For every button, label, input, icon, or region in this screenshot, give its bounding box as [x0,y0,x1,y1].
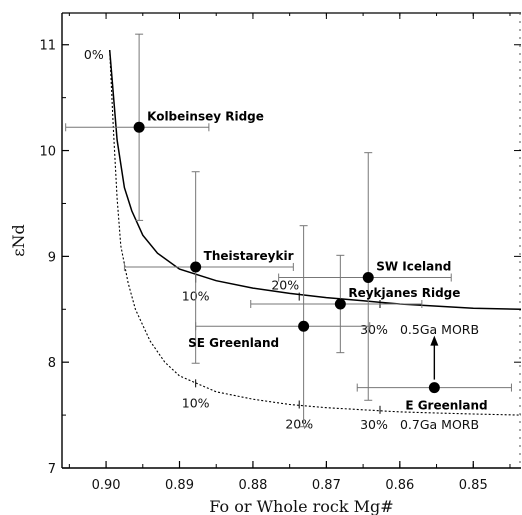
percent-label: 20% [285,417,313,432]
point-label: Reykjanes Ridge [348,286,460,300]
curve-0-5ga [108,49,522,311]
curve-name-label: 0.5Ga MORB [400,322,479,337]
point-label: Kolbeinsey Ridge [147,109,264,123]
annotations: Kolbeinsey Ridge Theistareykir SW Iceland R… [147,109,488,412]
x-tick-label: 0.86 [385,478,414,493]
percent-label: 0% [84,47,104,62]
data-point [298,320,310,332]
data-point [428,382,440,394]
y-tick-label: 11 [39,39,56,54]
curve-0-7ga [109,49,522,416]
y-axis-title: εNd [9,224,28,257]
point-label: SE Greenland [188,336,279,350]
x-tick-label: 0.85 [459,478,488,493]
axes: 0.90 0.89 0.88 0.87 0.86 0.85 7 8 9 10 11 [39,12,521,493]
y-tick-label: 10 [39,145,56,160]
y-tick-label: 7 [48,462,56,477]
curve-name-label: 0.7Ga MORB [400,417,479,432]
x-axis-title: Fo or Whole rock Mg# [209,497,393,515]
data-point [362,272,374,284]
data-point [190,261,202,273]
data-points [65,33,512,428]
data-point [334,298,346,310]
data-point [133,121,145,133]
x-tick-label: 0.88 [238,478,267,493]
percent-label: 20% [271,278,299,293]
percent-label: 30% [360,322,388,337]
y-tick-label: 9 [48,250,56,265]
arrow-head-icon [430,335,439,346]
percent-label: 10% [182,395,210,410]
x-tick-label: 0.90 [92,478,121,493]
percent-label: 30% [360,417,388,432]
y-tick-label: 8 [48,356,56,371]
point-label: Theistareykir [204,249,294,263]
x-tick-label: 0.87 [312,478,341,493]
point-label: E Greenland [405,399,487,413]
point-label: SW Iceland [376,260,451,274]
x-tick-label: 0.89 [165,478,194,493]
